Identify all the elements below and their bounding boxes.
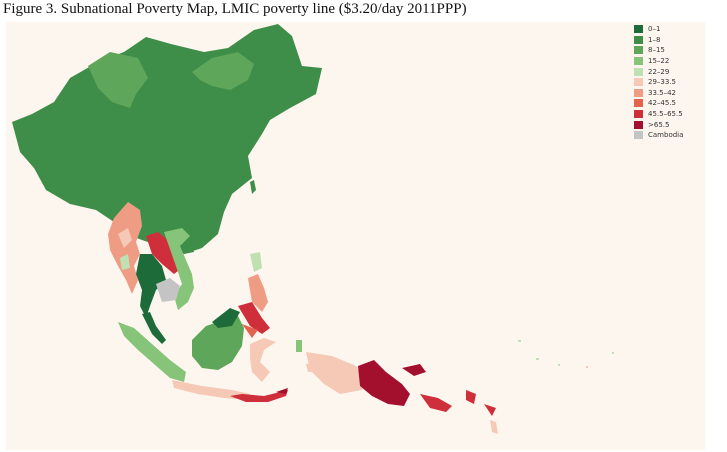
- region-maluku: [296, 340, 302, 352]
- legend-label: 1–8: [648, 35, 661, 44]
- legend-label: 45.5–65.5: [648, 110, 683, 119]
- region-png: [358, 360, 410, 406]
- poverty-map: [12, 24, 614, 434]
- legend-item: 22–29: [634, 66, 683, 77]
- legend-swatch: [634, 110, 643, 119]
- figure-caption: Figure 3. Subnational Poverty Map, LMIC …: [3, 1, 467, 17]
- legend-label: 15–22: [648, 57, 670, 66]
- region-png-east: [420, 394, 452, 412]
- region-sumatra: [118, 322, 186, 382]
- region-inner-mongolia: [192, 52, 254, 90]
- legend-label: 42–45.5: [648, 99, 676, 108]
- region-hainan: [182, 244, 194, 254]
- region-vietnam: [164, 228, 194, 310]
- region-myanmar-light: [118, 228, 132, 248]
- region-papua-indonesia: [306, 352, 364, 394]
- islet-1: [518, 340, 521, 342]
- region-philippines-visayas: [248, 274, 268, 312]
- region-taiwan: [250, 180, 256, 194]
- region-sabah: [212, 308, 240, 328]
- region-sulawesi: [250, 338, 276, 382]
- region-laos: [146, 232, 182, 274]
- region-borneo: [192, 312, 244, 370]
- region-philippines-palawan: [242, 324, 258, 338]
- region-philippines-mindanao: [238, 302, 270, 334]
- legend-label: 22–29: [648, 67, 670, 76]
- region-china: [12, 24, 322, 254]
- islet-5: [586, 366, 588, 368]
- islet-3: [558, 364, 560, 366]
- map-legend: 0–1 1–8 8–15 15–22 22–29 29–33.5 33.5–42…: [634, 24, 683, 141]
- region-thailand: [136, 254, 166, 318]
- legend-swatch: [634, 131, 643, 140]
- region-java: [172, 380, 250, 400]
- legend-item: 29–33.5: [634, 77, 683, 88]
- legend-item: >65.5: [634, 119, 683, 130]
- legend-item: Cambodia: [634, 130, 683, 141]
- legend-item: 33.5–42: [634, 88, 683, 99]
- legend-item: 1–8: [634, 35, 683, 46]
- region-solomon-a: [484, 404, 496, 416]
- region-png-islands: [402, 364, 426, 376]
- legend-item: 0–1: [634, 24, 683, 35]
- legend-label: Cambodia: [648, 131, 684, 140]
- legend-swatch: [634, 25, 643, 34]
- region-myanmar: [108, 202, 142, 294]
- legend-item: 15–22: [634, 56, 683, 67]
- region-philippines-luzon: [250, 252, 262, 272]
- legend-swatch: [634, 88, 643, 97]
- legend-label: 8–15: [648, 46, 665, 55]
- region-west-china: [88, 52, 148, 108]
- legend-label: 0–1: [648, 25, 661, 34]
- legend-swatch: [634, 67, 643, 76]
- region-solomon-b: [490, 420, 498, 434]
- legend-swatch: [634, 78, 643, 87]
- legend-item: 45.5–65.5: [634, 109, 683, 120]
- legend-label: >65.5: [648, 120, 670, 129]
- legend-label: 33.5–42: [648, 88, 676, 97]
- map-panel: 0–1 1–8 8–15 15–22 22–29 29–33.5 33.5–42…: [6, 22, 705, 450]
- region-myanmar-green: [120, 254, 130, 270]
- legend-item: 8–15: [634, 45, 683, 56]
- legend-swatch: [634, 46, 643, 55]
- region-nusa-tenggara: [230, 390, 288, 402]
- legend-swatch: [634, 57, 643, 66]
- islet-4: [612, 352, 614, 354]
- region-cambodia: [156, 278, 180, 302]
- legend-swatch: [634, 35, 643, 44]
- legend-label: 29–33.5: [648, 78, 676, 87]
- legend-swatch: [634, 99, 643, 108]
- legend-swatch: [634, 120, 643, 129]
- region-bougainville: [466, 390, 476, 404]
- islet-2: [536, 358, 539, 360]
- region-malay-peninsula: [142, 312, 166, 344]
- legend-item: 42–45.5: [634, 98, 683, 109]
- region-timor: [276, 388, 288, 394]
